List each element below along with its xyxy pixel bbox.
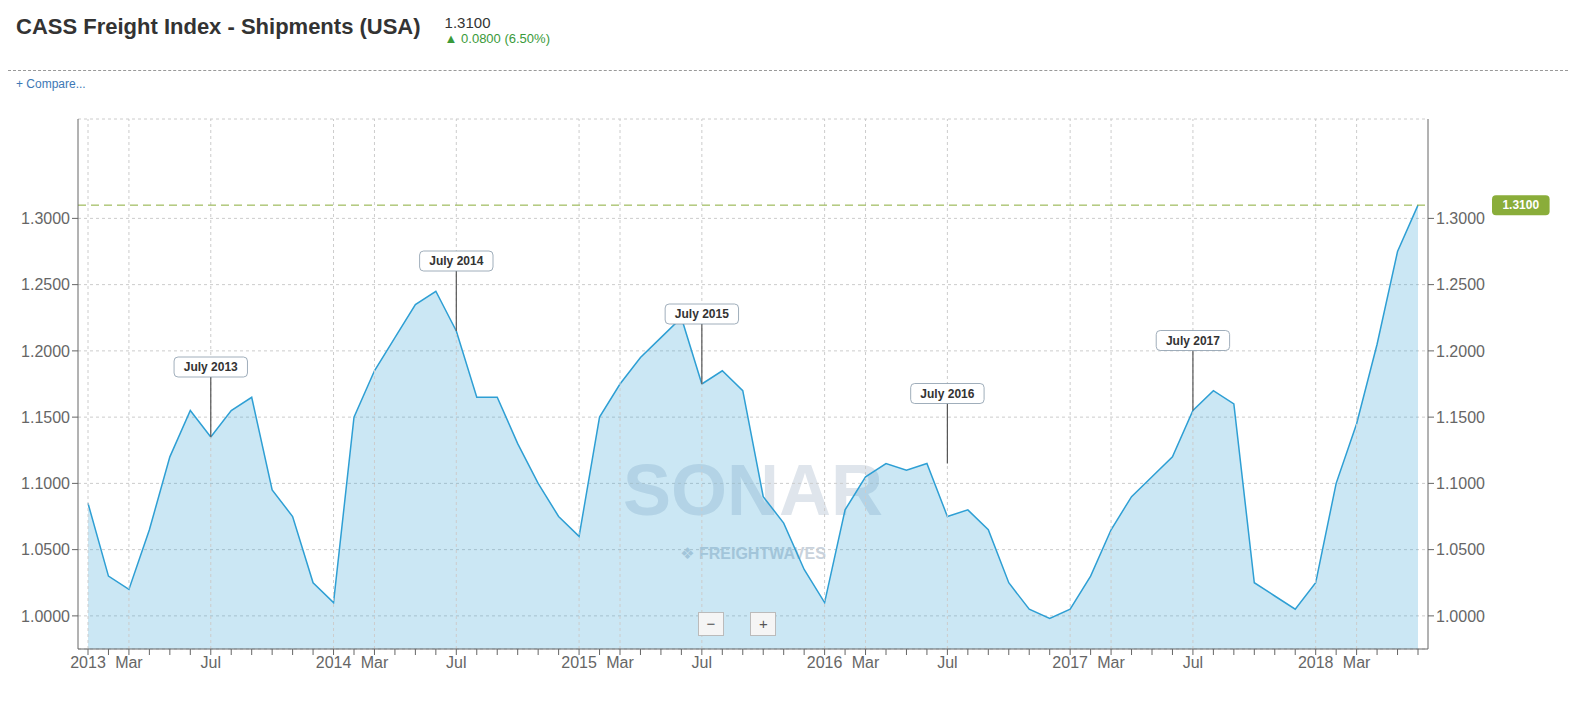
html-text:❖ FREIGHTWAVES: ❖ FREIGHTWAVES xyxy=(680,544,826,562)
svg-text:Mar: Mar xyxy=(852,654,880,671)
svg-text:2015: 2015 xyxy=(561,654,597,671)
html-text:SONAR: SONAR xyxy=(623,450,883,530)
svg-text:2016: 2016 xyxy=(807,654,843,671)
svg-text:Jul: Jul xyxy=(937,654,957,671)
svg-text:1.0000: 1.0000 xyxy=(1436,608,1485,625)
svg-text:July 2016: July 2016 xyxy=(920,387,974,401)
svg-text:Jul: Jul xyxy=(1183,654,1203,671)
html-text:1.3100: 1.3100 xyxy=(444,14,491,31)
svg-text:July 2017: July 2017 xyxy=(1166,334,1220,348)
svg-text:1.3000: 1.3000 xyxy=(21,210,70,227)
svg-text:Jul: Jul xyxy=(201,654,221,671)
html-text:CASS Freight Index - Shipments: CASS Freight Index - Shipments (USA) xyxy=(16,14,421,39)
svg-text:July 2015: July 2015 xyxy=(675,307,729,321)
svg-text:1.3100: 1.3100 xyxy=(1502,198,1539,212)
svg-text:Jul: Jul xyxy=(446,654,466,671)
svg-text:2013: 2013 xyxy=(70,654,106,671)
svg-text:1.0500: 1.0500 xyxy=(1436,541,1485,558)
svg-text:1.0500: 1.0500 xyxy=(21,541,70,558)
svg-text:2018: 2018 xyxy=(1298,654,1334,671)
svg-text:2017: 2017 xyxy=(1052,654,1088,671)
svg-text:Jul: Jul xyxy=(692,654,712,671)
svg-text:Mar: Mar xyxy=(1097,654,1125,671)
svg-text:Mar: Mar xyxy=(1343,654,1371,671)
html-text:▲ 0.0800 (6.50%): ▲ 0.0800 (6.50%) xyxy=(444,31,550,46)
svg-text:Mar: Mar xyxy=(115,654,143,671)
svg-text:1.1000: 1.1000 xyxy=(21,475,70,492)
svg-text:1.2500: 1.2500 xyxy=(1436,276,1485,293)
svg-text:1.2000: 1.2000 xyxy=(21,343,70,360)
svg-text:1.2500: 1.2500 xyxy=(21,276,70,293)
svg-text:1.1000: 1.1000 xyxy=(1436,475,1485,492)
svg-text:1.3000: 1.3000 xyxy=(1436,210,1485,227)
svg-text:Mar: Mar xyxy=(606,654,634,671)
svg-text:1.0000: 1.0000 xyxy=(21,608,70,625)
svg-text:July 2014: July 2014 xyxy=(429,254,483,268)
svg-text:1.2000: 1.2000 xyxy=(1436,343,1485,360)
svg-text:1.1500: 1.1500 xyxy=(1436,409,1485,426)
html-text:+ Compare...: + Compare... xyxy=(16,77,86,91)
svg-text:Mar: Mar xyxy=(361,654,389,671)
svg-text:July 2013: July 2013 xyxy=(184,360,238,374)
svg-text:1.1500: 1.1500 xyxy=(21,409,70,426)
svg-text:2014: 2014 xyxy=(316,654,352,671)
